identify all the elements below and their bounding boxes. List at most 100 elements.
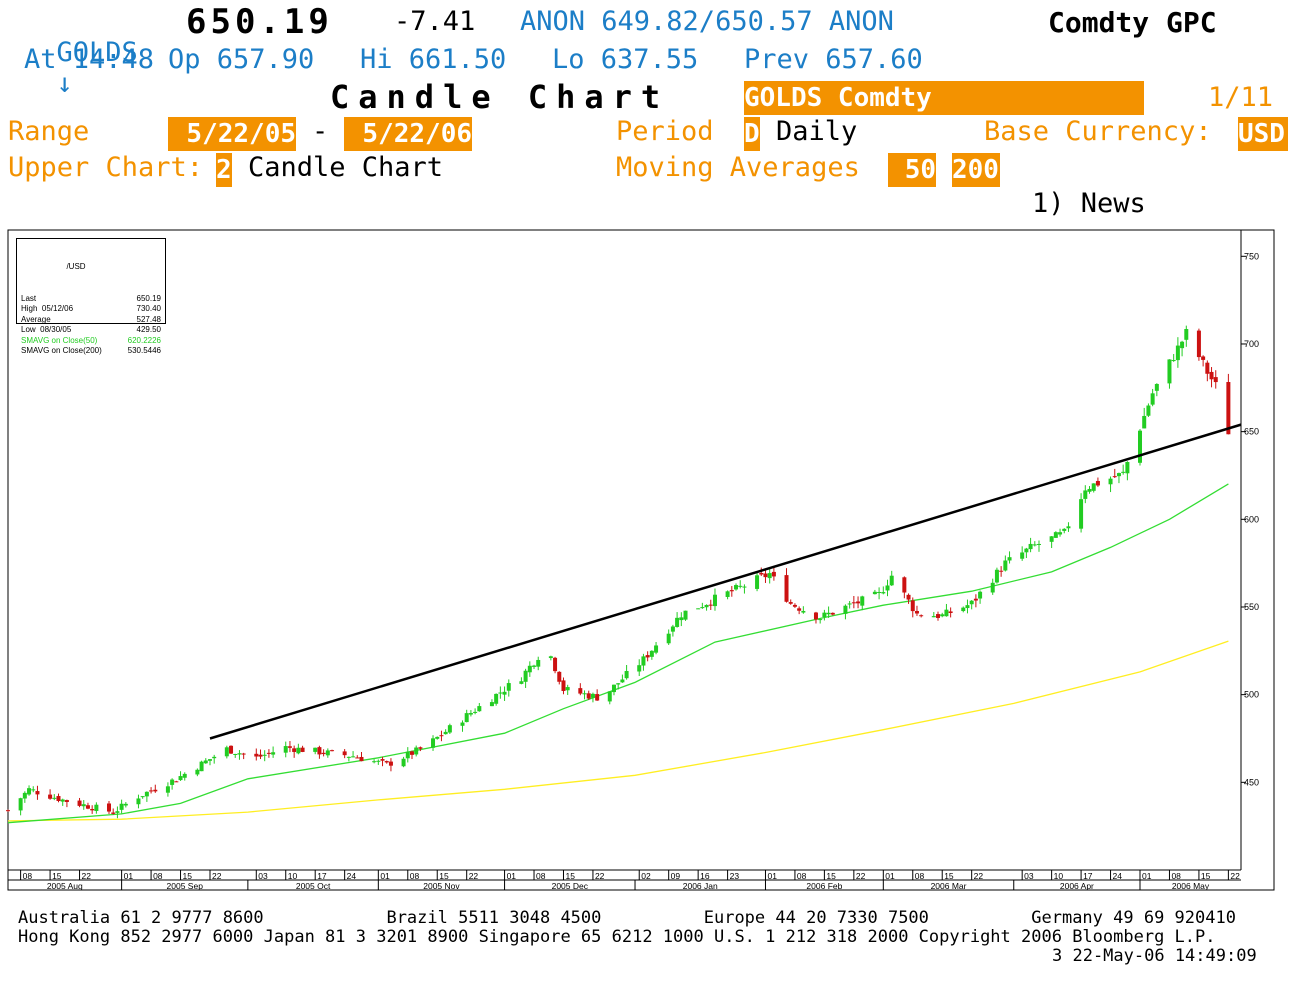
candle-body [460,722,465,726]
x-tick-label: 22 [856,871,866,881]
candle-body [1196,330,1201,358]
candle-body [359,756,364,762]
candle-body [847,603,852,605]
candle-body [624,671,629,679]
x-tick-label: 15 [439,871,449,881]
candle-body [813,612,818,620]
upper-chart-code-field[interactable]: 2 [216,153,232,187]
candle-body [502,691,507,695]
x-tick-label: 24 [1113,871,1123,881]
x-tick-label: 22 [1230,871,1240,881]
candle-body [123,803,128,806]
candle-body [830,612,835,615]
candle-body [607,691,612,702]
candle-body [906,594,911,600]
candle-body [489,702,494,707]
x-tick-label: 08 [536,871,546,881]
candle-body [506,683,511,691]
candle-body [144,791,149,797]
range-end-field[interactable]: 5/22/06 [344,117,472,151]
candle-body [994,569,999,583]
candle-body [300,747,305,752]
upper-chart-value: Candle Chart [248,152,444,183]
candle-body [936,614,941,618]
x-tick-label: 01 [1142,871,1152,881]
candle-body [405,751,410,759]
candle-body [1066,526,1071,529]
x-tick-label: 15 [565,871,575,881]
news-link[interactable]: 1) News [1032,188,1146,219]
candle-body [1058,532,1063,535]
candle-body [973,598,978,601]
candle-body [233,753,238,755]
legend-row-label: SMAVG on Close(200) [21,346,102,355]
candle-body [885,585,890,591]
candle-body [801,610,806,613]
candle-body [1167,359,1172,384]
legend-row-value: 429.50 [136,325,161,334]
candle-body [818,619,823,621]
candle-body [372,761,377,763]
candle-body [258,754,263,757]
chart-frame [7,229,1275,891]
bid-ask-quote: ANON 649.82/650.57 ANON [520,6,894,37]
ma-50-field[interactable]: 50 [888,153,936,187]
candle-body [565,687,570,691]
candle-body [6,810,10,812]
range-start-field[interactable]: 5/22/05 [168,117,296,151]
candle-body [325,750,330,756]
candle-body [283,746,288,753]
x-tick-label: 08 [915,871,925,881]
candle-body [1184,329,1189,340]
candle-body [136,798,141,805]
candle-body [1037,543,1042,545]
candles [6,325,1231,819]
x-tick-label: 08 [797,871,807,881]
month-label: 2005 Dec [552,881,589,891]
legend-row-label: Low 08/30/05 [21,325,72,334]
candle-body [792,604,797,607]
candle-body [881,592,886,594]
candle-body [174,781,179,783]
x-tick-label: 22 [212,871,222,881]
candle-body [140,796,145,798]
range-label: Range [8,116,90,147]
candle-body [940,614,945,617]
sma-200-line [7,640,1229,822]
legend-row-value: 527.48 [136,314,161,324]
candle-body [1007,557,1012,561]
candle-body [645,655,650,658]
candle-body [380,759,385,761]
candle-body [435,736,440,739]
month-label: 2005 Oct [296,881,331,891]
x-tick-label: 01 [380,871,390,881]
y-tick-label: 500 [1244,690,1259,700]
legend-row: Average 527.48 [17,315,165,326]
sma-50-line [7,483,1229,824]
candle-body [860,596,865,606]
x-tick-label: 17 [1083,871,1093,881]
candle-body [990,582,995,593]
candle-body [856,601,861,604]
ticker: GOLDS ↓ [24,6,138,99]
candle-body [767,573,772,579]
x-tick-label: 22 [82,871,92,881]
x-tick-label: 03 [1024,871,1034,881]
candle-body [52,797,57,799]
candle-body [473,711,478,713]
candle-body [1226,382,1231,435]
candle-body [498,692,503,694]
currency-label: Base Currency: [984,116,1212,147]
candle-body [889,575,894,586]
legend-row-value: 530.5446 [127,346,161,355]
period-code-field[interactable]: D [744,117,760,151]
ma-200-field[interactable]: 200 [952,153,1000,187]
security-field[interactable]: GOLDS Comdty [744,81,1144,115]
currency-field[interactable]: USD [1238,117,1288,151]
candle-body [910,600,915,612]
x-tick-label: 15 [826,871,836,881]
candle-body [106,803,111,812]
candle-body [81,804,86,807]
candle-body [199,761,204,772]
candle-body [149,790,154,792]
